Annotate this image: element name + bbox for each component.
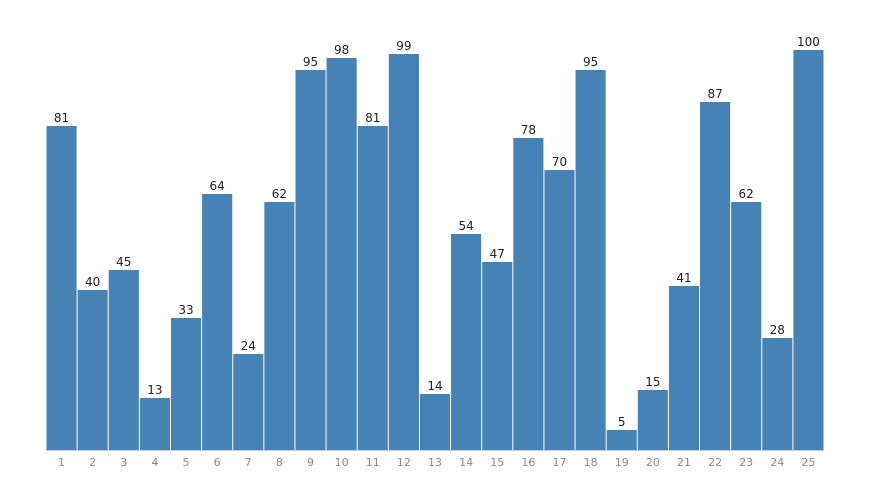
bar [513,138,544,450]
bar [668,286,700,450]
value-label: 54 [458,219,473,233]
bar [46,126,77,450]
x-tick-label: 7 [245,456,252,469]
bar [139,398,170,450]
x-tick-label: 19 [615,456,629,469]
x-tick-label: 17 [552,456,566,469]
bar [108,270,139,450]
value-label: 95 [583,55,598,69]
bar [762,338,793,450]
value-label: 45 [116,255,131,269]
value-label: 13 [147,383,162,397]
x-tick-label: 6 [214,456,221,469]
value-label: 81 [54,111,69,125]
bar [77,290,108,450]
value-label: 100 [797,35,820,49]
x-tick-label: 3 [120,456,127,469]
bar [575,70,606,450]
x-tick-label: 22 [708,456,722,469]
x-tick-label: 9 [307,456,314,469]
x-tick-label: 15 [490,456,504,469]
bar [731,202,762,450]
x-tick-label: 21 [677,456,691,469]
bar [700,102,731,450]
x-tick-label: 5 [183,456,190,469]
x-tick-label: 1 [58,456,65,469]
value-label: 15 [645,375,660,389]
value-label: 78 [521,123,536,137]
value-label: 64 [210,179,225,193]
bar [170,318,202,450]
x-tick-label: 25 [801,456,815,469]
bar [451,234,482,450]
x-tick-label: 23 [739,456,753,469]
value-label: 40 [85,275,100,289]
bar [544,170,575,450]
value-label: 99 [396,39,411,53]
bar [233,354,264,450]
bar [326,58,357,450]
value-label: 98 [334,43,349,57]
bar [202,194,233,450]
value-label: 62 [272,187,287,201]
x-tick-label: 12 [397,456,411,469]
bar [419,394,451,450]
bar [793,50,824,450]
value-label: 33 [178,303,193,317]
x-tick-label: 13 [428,456,442,469]
value-label: 81 [365,111,380,125]
x-tick-label: 24 [770,456,784,469]
value-label: 24 [241,339,256,353]
value-label: 28 [770,323,785,337]
value-label: 87 [707,87,722,101]
bar [295,70,326,450]
bar [637,390,668,450]
bar [482,262,513,450]
value-label: 5 [618,415,626,429]
value-label: 95 [303,55,318,69]
x-tick-label: 4 [151,456,158,469]
x-tick-label: 2 [89,456,96,469]
x-tick-label: 10 [335,456,349,469]
value-label: 70 [552,155,567,169]
x-tick-label: 14 [459,456,473,469]
bar [388,54,419,450]
x-tick-label: 16 [521,456,535,469]
bar [606,430,637,450]
value-label: 62 [739,187,754,201]
value-label: 41 [676,271,691,285]
x-tick-label: 18 [584,456,598,469]
value-label: 14 [427,379,442,393]
bar [357,126,388,450]
x-tick-label: 11 [366,456,380,469]
value-label: 47 [490,247,505,261]
x-tick-label: 20 [646,456,660,469]
x-tick-label: 8 [276,456,283,469]
bar [264,202,295,450]
